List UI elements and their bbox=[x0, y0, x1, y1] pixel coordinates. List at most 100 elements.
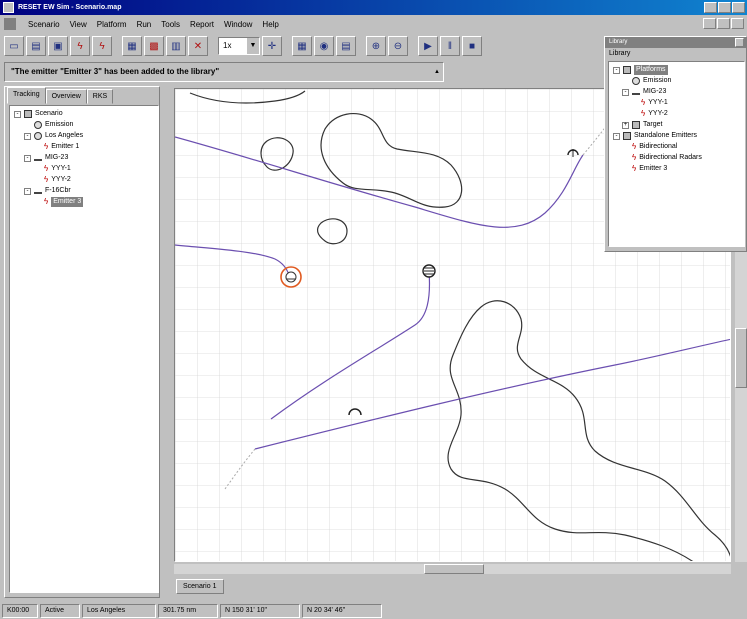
mdi-close-button[interactable] bbox=[731, 18, 744, 29]
collapse-icon[interactable]: - bbox=[24, 187, 31, 195]
tree-item[interactable]: - Platforms bbox=[613, 65, 668, 75]
document-icon[interactable] bbox=[4, 18, 16, 30]
tree-item[interactable]: - Standalone Emitters bbox=[613, 131, 697, 141]
coastline-top bbox=[189, 90, 306, 104]
tree-item[interactable]: - MIG-23 bbox=[622, 87, 666, 97]
tree-item[interactable]: ϟ Emitter 3 bbox=[622, 164, 667, 174]
platform-south[interactable] bbox=[348, 408, 362, 416]
menu-view[interactable]: View bbox=[69, 19, 87, 29]
globe-icon[interactable]: ◉ bbox=[314, 36, 334, 56]
library-close-button[interactable] bbox=[735, 38, 744, 47]
layers-icon[interactable]: ▤ bbox=[336, 36, 356, 56]
tree-item[interactable]: ϟ YYY-1 bbox=[631, 98, 668, 108]
delete-icon[interactable]: ✕ bbox=[188, 36, 208, 56]
plane-icon bbox=[34, 189, 42, 194]
notification-scroll[interactable]: ▲ bbox=[431, 63, 443, 81]
tree-item-label: Emitter 3 bbox=[639, 165, 668, 172]
menu-window[interactable]: Window bbox=[223, 19, 253, 29]
wave-icon: ϟ bbox=[44, 175, 49, 184]
add-platform-icon[interactable]: ▦ bbox=[122, 36, 142, 56]
tab-rks[interactable]: RKS bbox=[86, 89, 114, 104]
add-radar-icon[interactable]: ▩ bbox=[144, 36, 164, 56]
zoom-select[interactable]: 1x ▼ bbox=[218, 37, 260, 55]
map-horizontal-scrollbar[interactable] bbox=[174, 564, 731, 574]
add-track-icon[interactable]: ▥ bbox=[166, 36, 186, 56]
collapse-icon[interactable]: - bbox=[24, 154, 31, 162]
platform-mig[interactable] bbox=[422, 264, 436, 278]
emitter-icon bbox=[632, 77, 640, 85]
chevron-down-icon[interactable]: ▼ bbox=[247, 38, 259, 54]
tree-item-label: MIG-23 bbox=[45, 154, 69, 161]
tree-item-label: Target bbox=[643, 121, 663, 128]
collapse-icon[interactable]: - bbox=[613, 66, 620, 74]
crosshair-icon[interactable]: ✛ bbox=[262, 36, 282, 56]
status-platform: Los Angeles bbox=[82, 603, 156, 618]
play-icon[interactable]: ▶ bbox=[418, 36, 438, 56]
horizontal-scroll-thumb[interactable] bbox=[424, 564, 484, 574]
expand-icon[interactable]: + bbox=[622, 121, 629, 129]
tree-item[interactable]: ϟ Bidirectional bbox=[622, 142, 677, 152]
status-mode: Active bbox=[40, 603, 80, 618]
collapse-icon[interactable]: - bbox=[14, 110, 21, 118]
tree-item-label: Emitter 3 bbox=[51, 197, 84, 207]
mdi-restore-button[interactable] bbox=[717, 18, 730, 29]
platform-north[interactable] bbox=[567, 149, 579, 157]
wave-icon: ϟ bbox=[632, 153, 637, 162]
menu-platform[interactable]: Platform bbox=[96, 19, 127, 29]
tab-scenario-1[interactable]: Scenario 1 bbox=[176, 579, 224, 594]
collapse-icon[interactable]: - bbox=[622, 88, 629, 96]
tree-item[interactable]: Emission bbox=[622, 76, 671, 86]
tree-item[interactable]: - MIG-23 bbox=[24, 153, 68, 163]
open-folder-icon[interactable]: ▤ bbox=[26, 36, 46, 56]
menu-bar: Scenario View Platform Run Tools Report … bbox=[0, 16, 747, 32]
collapse-icon[interactable]: - bbox=[613, 132, 620, 140]
tree-item[interactable]: ϟ Bidirectional Radars bbox=[622, 153, 702, 163]
tab-overview[interactable]: Overview bbox=[45, 89, 87, 104]
zoom-out-icon[interactable]: ⊖ bbox=[388, 36, 408, 56]
grid-icon[interactable]: ▦ bbox=[292, 36, 312, 56]
tree-item[interactable]: ϟ YYY-2 bbox=[631, 109, 668, 119]
menu-tools[interactable]: Tools bbox=[161, 19, 180, 29]
menu-report[interactable]: Report bbox=[189, 19, 214, 29]
tree-item[interactable]: ϟ Emitter 3 bbox=[34, 197, 84, 207]
tree-item[interactable]: - F-16Cbr bbox=[24, 186, 71, 196]
tree-item[interactable]: ϟ YYY-2 bbox=[34, 175, 71, 185]
library-tree: - Platforms Emission - MIG-23 ϟ YYY-1 ϟ YYY-2 + Ta… bbox=[608, 61, 745, 247]
edit-emitter-icon[interactable]: ϟ bbox=[92, 36, 112, 56]
tab-tracking[interactable]: Tracking bbox=[7, 87, 46, 104]
zoom-in-icon[interactable]: ⊕ bbox=[366, 36, 386, 56]
library-title: Library bbox=[609, 39, 628, 45]
tree-item[interactable]: Emission bbox=[24, 120, 73, 130]
new-file-icon[interactable]: ▭ bbox=[4, 36, 24, 56]
close-button[interactable] bbox=[732, 2, 745, 13]
menu-run[interactable]: Run bbox=[136, 19, 152, 29]
tree-item[interactable]: - Los Angeles bbox=[24, 131, 83, 141]
map-canvas[interactable] bbox=[174, 88, 731, 562]
tree-item[interactable]: ϟ Emitter 1 bbox=[34, 142, 79, 152]
stop-icon[interactable]: ■ bbox=[462, 36, 482, 56]
status-time: K00:00 bbox=[2, 603, 38, 618]
platform-selected[interactable] bbox=[280, 266, 302, 288]
status-latitude: N 20 34' 46" bbox=[302, 603, 382, 618]
wave-icon: ϟ bbox=[44, 142, 49, 151]
tree-item[interactable]: ϟ YYY-1 bbox=[34, 164, 71, 174]
mdi-minimize-button[interactable] bbox=[703, 18, 716, 29]
track-fade-north bbox=[582, 124, 608, 156]
library-title-bar[interactable]: Library bbox=[605, 37, 746, 48]
pause-icon[interactable]: ‖ bbox=[440, 36, 460, 56]
emitter-icon bbox=[34, 121, 42, 129]
tree-item[interactable]: + Target bbox=[622, 120, 662, 130]
tree-item-label: Platforms bbox=[634, 65, 668, 75]
vertical-scroll-thumb[interactable] bbox=[735, 328, 747, 388]
add-emitter-icon[interactable]: ϟ bbox=[70, 36, 90, 56]
menu-help[interactable]: Help bbox=[262, 19, 279, 29]
collapse-icon[interactable]: - bbox=[24, 132, 31, 140]
maximize-button[interactable] bbox=[718, 2, 731, 13]
save-icon[interactable]: ▣ bbox=[48, 36, 68, 56]
menu-scenario[interactable]: Scenario bbox=[28, 19, 60, 29]
wave-icon: ϟ bbox=[632, 164, 637, 173]
scenario-panel: Tracking Overview RKS - Scenario Emission -… bbox=[4, 86, 160, 598]
tree-item[interactable]: - Scenario bbox=[14, 109, 63, 119]
minimize-button[interactable] bbox=[704, 2, 717, 13]
tree-item-label: YYY-2 bbox=[648, 110, 668, 117]
